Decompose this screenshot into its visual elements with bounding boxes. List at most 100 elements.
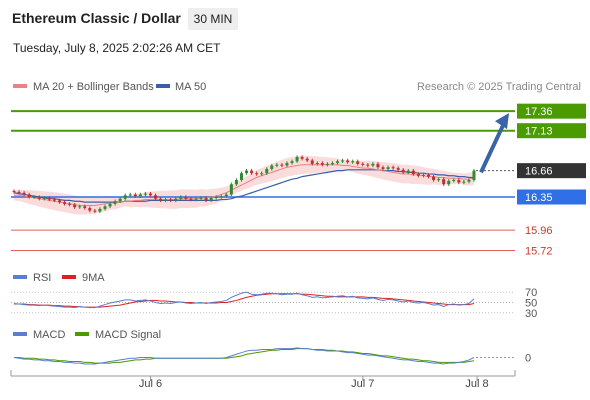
candle-body [27,194,31,197]
rsi-tick-label: 70 [525,287,537,299]
candle-body [452,180,456,181]
candle-body [123,195,127,199]
candle-body [381,167,385,169]
current-price-box [517,163,586,179]
rsi-tick-label: 50 [525,298,537,310]
candle-body [255,173,259,175]
candle-body [336,161,340,163]
time-axis-label: Jul 8 [465,378,488,390]
ma20-line [14,164,475,206]
candle-body [17,191,21,193]
candle-body [427,174,431,177]
candle-body [472,170,476,180]
current-price-label: 16.66 [525,166,553,178]
candle-body [22,192,26,195]
forecast-arrow [479,120,507,174]
candle-body [224,194,228,197]
rsi-legend-swatch [13,275,27,279]
candle-body [386,167,390,169]
macd-tick-label: 0 [525,353,531,365]
macd-signal-legend-label: MACD Signal [95,329,161,341]
candle-body [113,201,117,204]
candle-body [310,160,314,164]
candle-body [432,176,436,180]
macd-signal-line [14,348,475,364]
candle-body [265,168,269,174]
ma9-legend-label: 9MA [82,272,105,284]
candle-body [325,163,329,165]
candle-body [376,163,380,168]
support-label: 15.96 [525,225,553,237]
timeframe-selector[interactable]: 30 MIN [188,8,238,30]
candle-body [78,206,82,208]
candle-body [305,158,309,161]
candle-body [280,164,284,166]
candle-body [169,199,173,201]
ma50-legend-label: MA 50 [175,81,206,93]
candle-body [118,198,122,202]
support-label-box [517,189,586,205]
candle-body [361,163,365,165]
candle-body [391,167,395,169]
resistance-label: 17.36 [525,106,553,118]
resistance-label-box [517,103,586,119]
candle-body [184,197,188,199]
candle-body [229,184,233,195]
candle-body [83,206,87,209]
candle-body [37,197,41,199]
candle-body [138,194,142,197]
candle-body [341,160,345,162]
candle-body [12,191,16,193]
candle-body [154,195,158,199]
macd-signal-legend-swatch [75,332,89,336]
rsi-legend-label: RSI [33,272,51,284]
candle-body [416,174,420,176]
candle-body [401,169,405,173]
candle-body [295,157,299,162]
candle-body [245,170,249,174]
candle-body [128,194,132,196]
candle-body [421,174,425,176]
forecast-arrow-head [495,113,509,130]
candle-body [47,197,51,200]
candle-body [437,179,441,181]
candle-body [73,204,77,208]
rsi-tick-label: 30 [525,308,537,320]
candle-body [209,197,213,201]
price-panel: 17.36 17.13 16.66 16.35 15.96 15.72 [11,103,586,258]
candle-body [285,163,289,166]
credit-label: Research © 2025 Trading Central [417,81,581,93]
candle-body [366,164,370,166]
candle-body [108,203,112,207]
candle-body [290,161,294,163]
macd-legend-label: MACD [33,329,65,341]
candle-body [346,160,350,163]
ma9-legend-swatch [62,275,76,279]
candle-body [32,197,36,198]
candle-body [447,180,451,185]
candle-body [351,161,355,163]
candle-body [57,200,61,203]
candle-body [98,208,102,212]
candle-body [63,202,67,204]
candle-body [356,161,360,164]
datetime-label: Tuesday, July 8, 2025 2:02:26 AM CET [13,41,221,55]
candle-body [396,168,400,170]
candle-body [462,181,466,183]
candle-body [52,199,56,201]
ma50-line [13,169,474,203]
candle-body [300,157,304,159]
candle-body [260,173,264,175]
candle-body [467,180,471,182]
candle-body [320,163,324,165]
ma20-legend-label: MA 20 + Bollinger Bands [33,81,154,93]
time-axis-label: Jul 7 [351,378,374,390]
candle-body [275,164,279,166]
candle-body [189,198,193,200]
candle-body [174,198,178,201]
candle-body [219,196,223,198]
time-axis: Jul 6 Jul 7 Jul 8 [10,370,516,390]
candle-body [88,208,92,211]
resistance-label: 17.13 [525,126,553,138]
